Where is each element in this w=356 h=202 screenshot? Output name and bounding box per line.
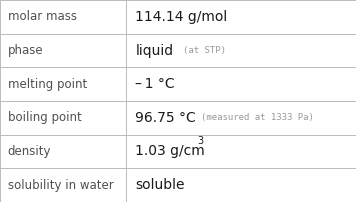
Text: 1.03 g/cm: 1.03 g/cm (135, 144, 205, 159)
Text: 3: 3 (198, 136, 204, 146)
Text: solubility in water: solubility in water (8, 179, 114, 192)
Text: 96.75 °C: 96.75 °C (135, 111, 196, 125)
Text: soluble: soluble (135, 178, 185, 192)
Text: – 1 °C: – 1 °C (135, 77, 175, 91)
Text: phase: phase (8, 44, 43, 57)
Text: 114.14 g/mol: 114.14 g/mol (135, 10, 227, 24)
Text: (measured at 1333 Pa): (measured at 1333 Pa) (201, 113, 314, 122)
Text: (at STP): (at STP) (183, 46, 226, 55)
Text: boiling point: boiling point (8, 111, 82, 124)
Text: density: density (8, 145, 51, 158)
Text: molar mass: molar mass (8, 10, 77, 23)
Text: melting point: melting point (8, 78, 87, 91)
Text: liquid: liquid (135, 43, 173, 58)
